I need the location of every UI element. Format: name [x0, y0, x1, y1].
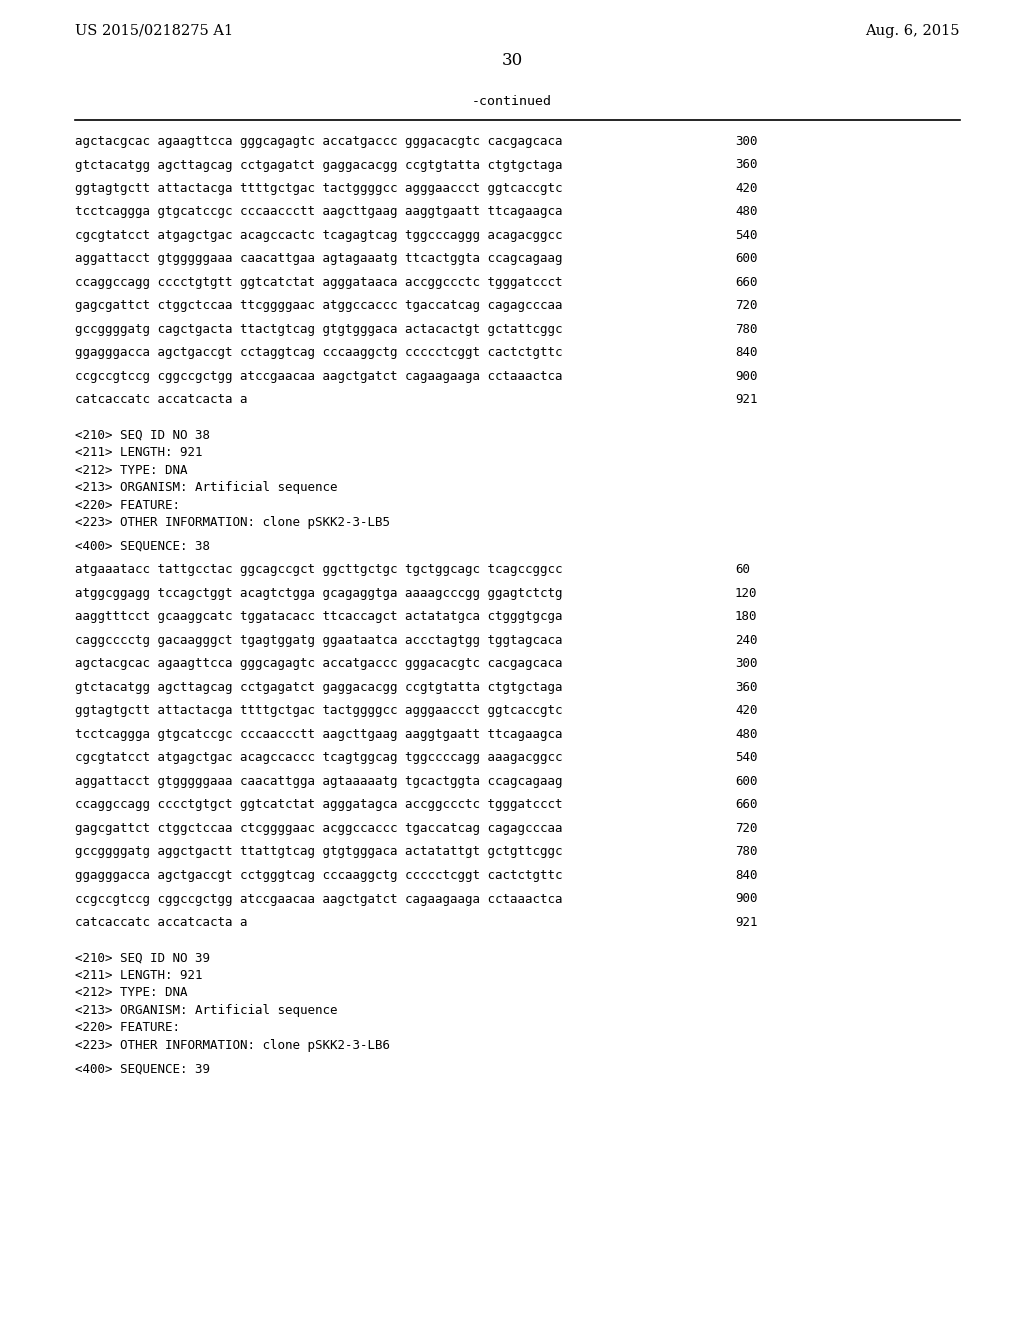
Text: <220> FEATURE:: <220> FEATURE: — [75, 1022, 180, 1035]
Text: agctacgcac agaagttcca gggcagagtc accatgaccc gggacacgtc cacgagcaca: agctacgcac agaagttcca gggcagagtc accatga… — [75, 135, 562, 148]
Text: US 2015/0218275 A1: US 2015/0218275 A1 — [75, 24, 233, 38]
Text: <213> ORGANISM: Artificial sequence: <213> ORGANISM: Artificial sequence — [75, 482, 338, 495]
Text: 360: 360 — [735, 681, 758, 694]
Text: ggagggacca agctgaccgt cctgggtcag cccaaggctg ccccctcggt cactctgttc: ggagggacca agctgaccgt cctgggtcag cccaagg… — [75, 869, 562, 882]
Text: 660: 660 — [735, 799, 758, 812]
Text: 720: 720 — [735, 822, 758, 836]
Text: <211> LENGTH: 921: <211> LENGTH: 921 — [75, 446, 203, 459]
Text: catcaccatc accatcacta a: catcaccatc accatcacta a — [75, 393, 248, 407]
Text: 900: 900 — [735, 370, 758, 383]
Text: 120: 120 — [735, 587, 758, 601]
Text: <210> SEQ ID NO 38: <210> SEQ ID NO 38 — [75, 429, 210, 442]
Text: ggtagtgctt attactacga ttttgctgac tactggggcc agggaaccct ggtcaccgtc: ggtagtgctt attactacga ttttgctgac tactggg… — [75, 182, 562, 195]
Text: 840: 840 — [735, 869, 758, 882]
Text: gagcgattct ctggctccaa ctcggggaac acggccaccc tgaccatcag cagagcccaa: gagcgattct ctggctccaa ctcggggaac acggcca… — [75, 822, 562, 836]
Text: 600: 600 — [735, 252, 758, 265]
Text: gtctacatgg agcttagcag cctgagatct gaggacacgg ccgtgtatta ctgtgctaga: gtctacatgg agcttagcag cctgagatct gaggaca… — [75, 158, 562, 172]
Text: 300: 300 — [735, 657, 758, 671]
Text: atgaaatacc tattgcctac ggcagccgct ggcttgctgc tgctggcagc tcagccggcc: atgaaatacc tattgcctac ggcagccgct ggcttgc… — [75, 564, 562, 577]
Text: catcaccatc accatcacta a: catcaccatc accatcacta a — [75, 916, 248, 929]
Text: 420: 420 — [735, 705, 758, 718]
Text: aggattacct gtgggggaaa caacattgaa agtagaaatg ttcactggta ccagcagaag: aggattacct gtgggggaaa caacattgaa agtagaa… — [75, 252, 562, 265]
Text: 540: 540 — [735, 228, 758, 242]
Text: 60: 60 — [735, 564, 750, 577]
Text: <212> TYPE: DNA: <212> TYPE: DNA — [75, 986, 187, 999]
Text: 780: 780 — [735, 846, 758, 858]
Text: -continued: -continued — [472, 95, 552, 108]
Text: <210> SEQ ID NO 39: <210> SEQ ID NO 39 — [75, 952, 210, 965]
Text: Aug. 6, 2015: Aug. 6, 2015 — [865, 24, 961, 38]
Text: gccggggatg aggctgactt ttattgtcag gtgtgggaca actatattgt gctgttcggc: gccggggatg aggctgactt ttattgtcag gtgtggg… — [75, 846, 562, 858]
Text: gtctacatgg agcttagcag cctgagatct gaggacacgg ccgtgtatta ctgtgctaga: gtctacatgg agcttagcag cctgagatct gaggaca… — [75, 681, 562, 694]
Text: <400> SEQUENCE: 38: <400> SEQUENCE: 38 — [75, 540, 210, 553]
Text: <220> FEATURE:: <220> FEATURE: — [75, 499, 180, 512]
Text: ggagggacca agctgaccgt cctaggtcag cccaaggctg ccccctcggt cactctgttc: ggagggacca agctgaccgt cctaggtcag cccaagg… — [75, 346, 562, 359]
Text: ccaggccagg cccctgtgct ggtcatctat agggatagca accggccctc tgggatccct: ccaggccagg cccctgtgct ggtcatctat agggata… — [75, 799, 562, 812]
Text: 360: 360 — [735, 158, 758, 172]
Text: 660: 660 — [735, 276, 758, 289]
Text: gagcgattct ctggctccaa ttcggggaac atggccaccc tgaccatcag cagagcccaa: gagcgattct ctggctccaa ttcggggaac atggcca… — [75, 300, 562, 313]
Text: 240: 240 — [735, 634, 758, 647]
Text: 180: 180 — [735, 610, 758, 623]
Text: <223> OTHER INFORMATION: clone pSKK2-3-LB6: <223> OTHER INFORMATION: clone pSKK2-3-L… — [75, 1039, 390, 1052]
Text: <400> SEQUENCE: 39: <400> SEQUENCE: 39 — [75, 1063, 210, 1076]
Text: 540: 540 — [735, 751, 758, 764]
Text: gccggggatg cagctgacta ttactgtcag gtgtgggaca actacactgt gctattcggc: gccggggatg cagctgacta ttactgtcag gtgtggg… — [75, 323, 562, 337]
Text: <213> ORGANISM: Artificial sequence: <213> ORGANISM: Artificial sequence — [75, 1005, 338, 1016]
Text: ggtagtgctt attactacga ttttgctgac tactggggcc agggaaccct ggtcaccgtc: ggtagtgctt attactacga ttttgctgac tactggg… — [75, 705, 562, 718]
Text: agctacgcac agaagttcca gggcagagtc accatgaccc gggacacgtc cacgagcaca: agctacgcac agaagttcca gggcagagtc accatga… — [75, 657, 562, 671]
Text: tcctcaggga gtgcatccgc cccaaccctt aagcttgaag aaggtgaatt ttcagaagca: tcctcaggga gtgcatccgc cccaaccctt aagcttg… — [75, 729, 562, 741]
Text: ccaggccagg cccctgtgtt ggtcatctat agggataaca accggccctc tgggatccct: ccaggccagg cccctgtgtt ggtcatctat agggata… — [75, 276, 562, 289]
Text: 780: 780 — [735, 323, 758, 337]
Text: caggcccctg gacaagggct tgagtggatg ggaataatca accctagtgg tggtagcaca: caggcccctg gacaagggct tgagtggatg ggaataa… — [75, 634, 562, 647]
Text: aaggtttcct gcaaggcatc tggatacacc ttcaccagct actatatgca ctgggtgcga: aaggtttcct gcaaggcatc tggatacacc ttcacca… — [75, 610, 562, 623]
Text: <211> LENGTH: 921: <211> LENGTH: 921 — [75, 969, 203, 982]
Text: <223> OTHER INFORMATION: clone pSKK2-3-LB5: <223> OTHER INFORMATION: clone pSKK2-3-L… — [75, 516, 390, 529]
Text: atggcggagg tccagctggt acagtctgga gcagaggtga aaaagcccgg ggagtctctg: atggcggagg tccagctggt acagtctgga gcagagg… — [75, 587, 562, 601]
Text: ccgccgtccg cggccgctgg atccgaacaa aagctgatct cagaagaaga cctaaactca: ccgccgtccg cggccgctgg atccgaacaa aagctga… — [75, 370, 562, 383]
Text: 480: 480 — [735, 729, 758, 741]
Text: 720: 720 — [735, 300, 758, 313]
Text: 900: 900 — [735, 892, 758, 906]
Text: 420: 420 — [735, 182, 758, 195]
Text: cgcgtatcct atgagctgac acagccactc tcagagtcag tggcccaggg acagacggcc: cgcgtatcct atgagctgac acagccactc tcagagt… — [75, 228, 562, 242]
Text: 480: 480 — [735, 206, 758, 219]
Text: tcctcaggga gtgcatccgc cccaaccctt aagcttgaag aaggtgaatt ttcagaagca: tcctcaggga gtgcatccgc cccaaccctt aagcttg… — [75, 206, 562, 219]
Text: 921: 921 — [735, 916, 758, 929]
Text: <212> TYPE: DNA: <212> TYPE: DNA — [75, 465, 187, 477]
Text: ccgccgtccg cggccgctgg atccgaacaa aagctgatct cagaagaaga cctaaactca: ccgccgtccg cggccgctgg atccgaacaa aagctga… — [75, 892, 562, 906]
Text: 300: 300 — [735, 135, 758, 148]
Text: 30: 30 — [502, 51, 522, 69]
Text: 840: 840 — [735, 346, 758, 359]
Text: cgcgtatcct atgagctgac acagccaccc tcagtggcag tggccccagg aaagacggcc: cgcgtatcct atgagctgac acagccaccc tcagtgg… — [75, 751, 562, 764]
Text: aggattacct gtgggggaaa caacattgga agtaaaaatg tgcactggta ccagcagaag: aggattacct gtgggggaaa caacattgga agtaaaa… — [75, 775, 562, 788]
Text: 921: 921 — [735, 393, 758, 407]
Text: 600: 600 — [735, 775, 758, 788]
